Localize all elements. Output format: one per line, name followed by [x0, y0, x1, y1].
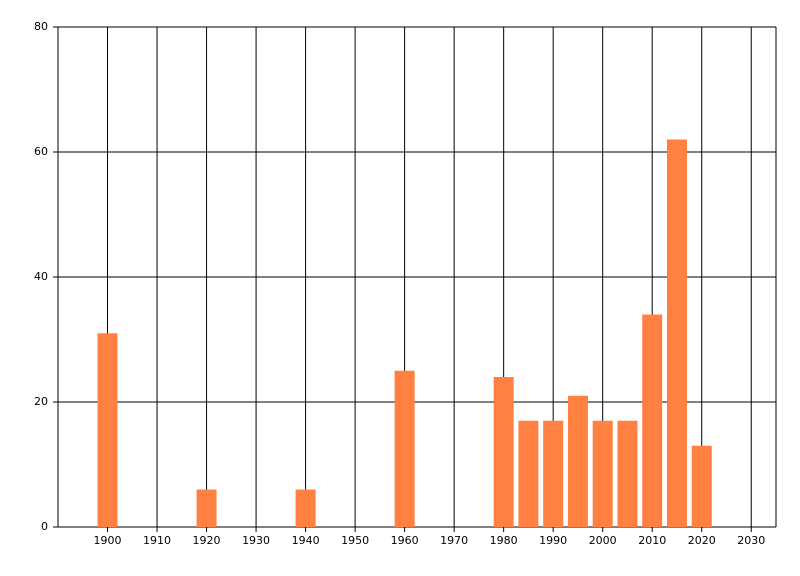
- x-tick-label: 1970: [440, 534, 468, 547]
- y-tick-label: 20: [34, 395, 48, 408]
- bar: [617, 420, 638, 527]
- bar: [567, 395, 588, 527]
- x-tick-label: 1900: [94, 534, 122, 547]
- x-tick-label: 1910: [143, 534, 171, 547]
- x-tick-label: 1930: [242, 534, 270, 547]
- bar: [592, 420, 613, 527]
- bar: [394, 370, 415, 527]
- bar: [295, 489, 316, 527]
- y-tick-label: 80: [34, 20, 48, 33]
- y-tick-label: 40: [34, 270, 48, 283]
- x-tick-label: 1990: [539, 534, 567, 547]
- bar: [518, 420, 539, 527]
- bar: [543, 420, 564, 527]
- bar: [196, 489, 217, 527]
- bar: [691, 445, 712, 527]
- x-tick-label: 2000: [589, 534, 617, 547]
- bar: [97, 333, 118, 527]
- bar: [666, 139, 687, 527]
- x-tick-label: 2030: [737, 534, 765, 547]
- x-tick-label: 1920: [193, 534, 221, 547]
- bar: [642, 314, 663, 527]
- y-tick-label: 0: [41, 520, 48, 533]
- x-tick-label: 1950: [341, 534, 369, 547]
- x-tick-label: 2010: [638, 534, 666, 547]
- x-tick-label: 1960: [391, 534, 419, 547]
- x-tick-label: 1980: [490, 534, 518, 547]
- y-tick-label: 60: [34, 145, 48, 158]
- x-tick-label: 2020: [688, 534, 716, 547]
- bar: [493, 377, 514, 527]
- x-tick-label: 1940: [292, 534, 320, 547]
